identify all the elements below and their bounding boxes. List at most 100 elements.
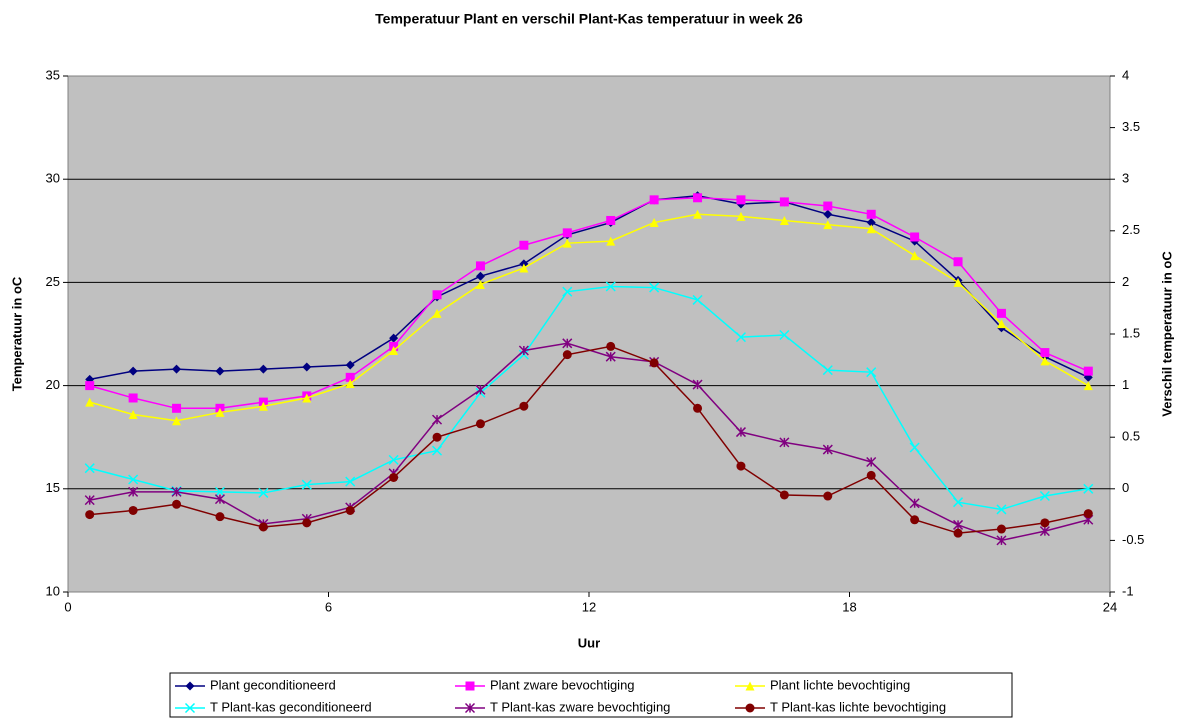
point xyxy=(432,414,443,425)
point xyxy=(432,445,443,456)
point xyxy=(996,535,1007,546)
point xyxy=(693,403,703,413)
point xyxy=(953,528,963,538)
point xyxy=(171,486,182,497)
x-tick-label: 12 xyxy=(582,599,596,614)
point xyxy=(475,279,485,289)
point xyxy=(866,367,877,378)
y2-tick-label: 3.5 xyxy=(1122,119,1140,134)
point xyxy=(779,437,790,448)
y2-tick-label: 0 xyxy=(1122,480,1129,495)
legend-marker xyxy=(745,681,755,691)
y2-tick-label: -0.5 xyxy=(1122,532,1144,547)
legend-marker xyxy=(465,681,475,691)
point xyxy=(909,442,920,453)
y2-tick-label: 2 xyxy=(1122,274,1129,289)
x-tick-label: 6 xyxy=(325,599,332,614)
point xyxy=(693,209,703,219)
point xyxy=(735,427,746,438)
point xyxy=(606,215,616,225)
point xyxy=(215,512,225,522)
point xyxy=(823,201,833,211)
y-tick-label: 25 xyxy=(46,274,60,289)
point xyxy=(736,211,746,221)
point xyxy=(345,360,355,370)
point xyxy=(692,379,703,390)
point xyxy=(736,195,746,205)
point xyxy=(692,294,703,305)
point xyxy=(172,499,182,509)
point xyxy=(84,463,95,474)
point xyxy=(128,505,138,515)
point xyxy=(693,193,703,203)
point xyxy=(1039,526,1050,537)
point xyxy=(258,364,268,374)
y-tick-label: 10 xyxy=(46,583,60,598)
series-line xyxy=(89,194,1089,381)
point xyxy=(953,519,964,530)
series-line xyxy=(89,197,1089,410)
point xyxy=(822,444,833,455)
legend xyxy=(169,672,1013,718)
point xyxy=(562,238,572,248)
point xyxy=(214,486,225,497)
point xyxy=(345,379,355,389)
y2-tick-label: 1.5 xyxy=(1122,325,1140,340)
point xyxy=(996,504,1007,515)
legend-label: Plant lichte bevochtiging xyxy=(770,677,910,692)
point xyxy=(85,381,95,391)
point xyxy=(866,456,877,467)
series-line xyxy=(89,285,1089,511)
point xyxy=(302,362,312,372)
x-tick-label: 24 xyxy=(1103,599,1117,614)
point xyxy=(128,409,138,419)
point xyxy=(953,257,963,267)
point xyxy=(735,332,746,343)
point xyxy=(85,510,95,520)
point xyxy=(779,330,790,341)
y2-tick-label: 1 xyxy=(1122,377,1129,392)
x-tick-label: 0 xyxy=(64,599,71,614)
point xyxy=(85,397,95,407)
plot-area xyxy=(67,75,1111,593)
point xyxy=(996,308,1006,318)
point xyxy=(779,197,789,207)
legend-marker xyxy=(184,702,196,714)
y-tick-label: 15 xyxy=(46,480,60,495)
point xyxy=(823,220,833,230)
series-line xyxy=(89,345,1089,534)
point xyxy=(1083,509,1093,519)
y2-tick-label: 2.5 xyxy=(1122,222,1140,237)
y2-tick-label: 0.5 xyxy=(1122,429,1140,444)
legend-label: T Plant-kas lichte bevochtiging xyxy=(770,699,946,714)
legend-label: Plant geconditioneerd xyxy=(210,677,336,692)
point xyxy=(258,487,269,498)
point xyxy=(302,518,312,528)
point xyxy=(475,384,486,395)
point xyxy=(823,491,833,501)
point xyxy=(779,490,789,500)
y-tick-label: 20 xyxy=(46,377,60,392)
point xyxy=(1083,381,1093,391)
point xyxy=(84,495,95,506)
point xyxy=(649,282,660,293)
series-line xyxy=(89,213,1089,422)
point xyxy=(1083,366,1093,376)
point xyxy=(215,366,225,376)
point xyxy=(1040,356,1050,366)
point xyxy=(128,366,138,376)
point xyxy=(649,195,659,205)
point xyxy=(605,351,616,362)
point xyxy=(519,263,529,273)
point xyxy=(605,281,616,292)
point xyxy=(389,472,399,482)
point xyxy=(996,319,1006,329)
point xyxy=(302,393,312,403)
legend-label: T Plant-kas zware bevochtiging xyxy=(490,699,670,714)
point xyxy=(172,416,182,426)
y2-tick-label: -1 xyxy=(1122,583,1134,598)
point xyxy=(953,277,963,287)
point xyxy=(432,432,442,442)
point xyxy=(606,341,616,351)
point xyxy=(128,474,139,485)
